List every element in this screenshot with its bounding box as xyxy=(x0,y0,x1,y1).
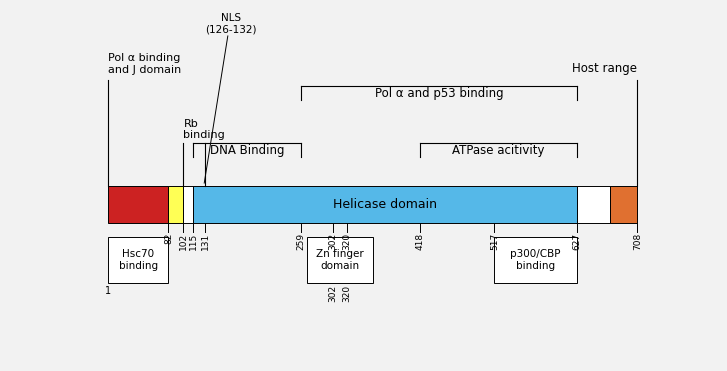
Text: Pol α binding
and J domain: Pol α binding and J domain xyxy=(108,53,181,75)
Bar xyxy=(308,237,373,283)
Text: Zn finger
domain: Zn finger domain xyxy=(316,249,364,271)
Bar xyxy=(610,186,638,223)
Bar xyxy=(494,237,577,283)
Text: DNA Binding: DNA Binding xyxy=(210,144,284,157)
Text: 259: 259 xyxy=(297,233,305,250)
Text: 418: 418 xyxy=(416,233,425,250)
Text: 320: 320 xyxy=(342,233,351,250)
Text: 708: 708 xyxy=(633,233,642,250)
Text: Hsc70
binding: Hsc70 binding xyxy=(119,249,158,271)
Text: 627: 627 xyxy=(572,233,581,250)
Bar xyxy=(193,186,577,223)
Bar xyxy=(108,186,169,223)
Text: NLS
(126-132): NLS (126-132) xyxy=(205,13,257,35)
Text: 102: 102 xyxy=(179,233,188,250)
Bar xyxy=(169,186,183,223)
Bar xyxy=(577,186,610,223)
Text: 115: 115 xyxy=(189,233,198,250)
Text: Pol α and p53 binding: Pol α and p53 binding xyxy=(374,86,503,99)
Text: 82: 82 xyxy=(164,233,173,244)
Text: Rb
binding: Rb binding xyxy=(183,119,225,140)
Bar xyxy=(183,186,193,223)
Text: ATPase acitivity: ATPase acitivity xyxy=(452,144,545,157)
Text: Host range: Host range xyxy=(572,62,638,75)
Text: 302: 302 xyxy=(329,285,338,302)
Text: 320: 320 xyxy=(342,285,351,302)
Text: 131: 131 xyxy=(201,233,209,250)
Text: p300/CBP
binding: p300/CBP binding xyxy=(510,249,561,271)
Text: Helicase domain: Helicase domain xyxy=(333,198,437,211)
Bar xyxy=(108,237,169,283)
Text: 1: 1 xyxy=(105,286,111,296)
Text: 517: 517 xyxy=(490,233,499,250)
Text: 302: 302 xyxy=(329,233,338,250)
